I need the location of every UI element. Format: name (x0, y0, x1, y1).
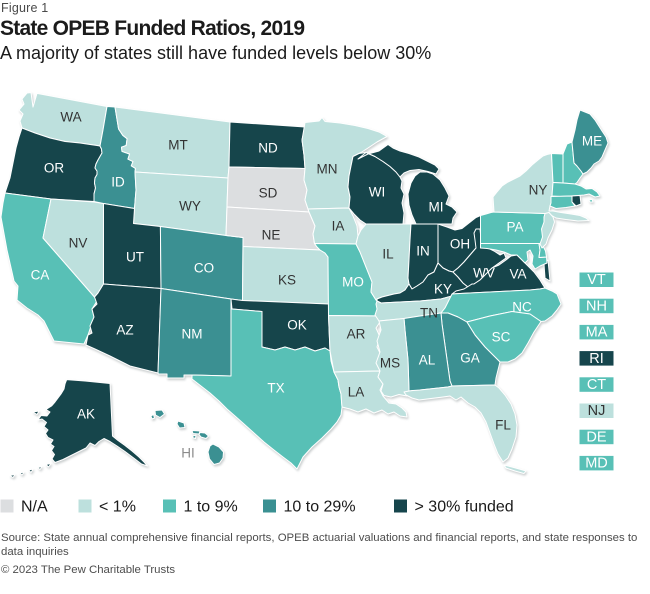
svg-text:N/A: N/A (21, 499, 48, 516)
svg-text:MN: MN (317, 162, 338, 177)
svg-text:AR: AR (347, 327, 366, 342)
svg-text:NJ: NJ (588, 403, 606, 419)
svg-text:WY: WY (179, 199, 201, 214)
svg-text:MT: MT (168, 138, 188, 153)
svg-text:ND: ND (258, 141, 278, 156)
svg-text:TX: TX (267, 381, 284, 396)
svg-text:10 to 29%: 10 to 29% (284, 499, 356, 516)
svg-text:NE: NE (262, 228, 281, 243)
svg-text:CA: CA (31, 268, 50, 283)
svg-text:AL: AL (419, 353, 436, 368)
svg-text:OH: OH (450, 237, 470, 252)
svg-text:AK: AK (77, 407, 95, 422)
svg-text:SD: SD (259, 186, 278, 201)
svg-text:NV: NV (69, 236, 88, 251)
svg-text:SC: SC (492, 330, 511, 345)
svg-text:UT: UT (126, 250, 144, 265)
svg-text:LA: LA (348, 385, 365, 400)
svg-text:CT: CT (587, 377, 606, 393)
svg-text:VA: VA (509, 267, 526, 282)
svg-text:WV: WV (473, 266, 495, 281)
svg-text:WA: WA (60, 110, 81, 125)
svg-text:NH: NH (586, 298, 607, 314)
svg-text:OR: OR (44, 161, 65, 176)
svg-text:PA: PA (506, 220, 523, 235)
svg-text:IL: IL (382, 247, 394, 262)
svg-text:RI: RI (589, 351, 604, 367)
svg-text:> 30% funded: > 30% funded (415, 499, 514, 516)
svg-text:HI: HI (181, 446, 195, 461)
svg-text:DE: DE (586, 429, 606, 445)
svg-text:KY: KY (434, 282, 452, 297)
svg-text:MS: MS (380, 356, 400, 371)
svg-text:TN: TN (420, 306, 438, 321)
svg-text:CO: CO (194, 261, 214, 276)
svg-text:MO: MO (342, 275, 364, 290)
svg-text:FL: FL (495, 418, 511, 433)
svg-text:MA: MA (586, 325, 608, 341)
svg-text:AZ: AZ (116, 323, 133, 338)
svg-text:NM: NM (182, 327, 203, 342)
svg-text:NY: NY (529, 183, 548, 198)
svg-text:KS: KS (278, 273, 296, 288)
svg-text:< 1%: < 1% (99, 499, 136, 516)
svg-text:WI: WI (369, 185, 386, 200)
svg-text:OK: OK (287, 318, 307, 333)
svg-text:IA: IA (332, 219, 345, 234)
svg-text:GA: GA (460, 351, 480, 366)
svg-text:1 to 9%: 1 to 9% (184, 499, 238, 516)
svg-text:VT: VT (587, 272, 606, 288)
svg-text:NC: NC (512, 300, 532, 315)
svg-text:MD: MD (585, 456, 608, 472)
svg-text:MI: MI (429, 200, 444, 215)
svg-text:ME: ME (582, 134, 602, 149)
svg-text:IN: IN (416, 244, 430, 259)
svg-text:ID: ID (111, 175, 125, 190)
